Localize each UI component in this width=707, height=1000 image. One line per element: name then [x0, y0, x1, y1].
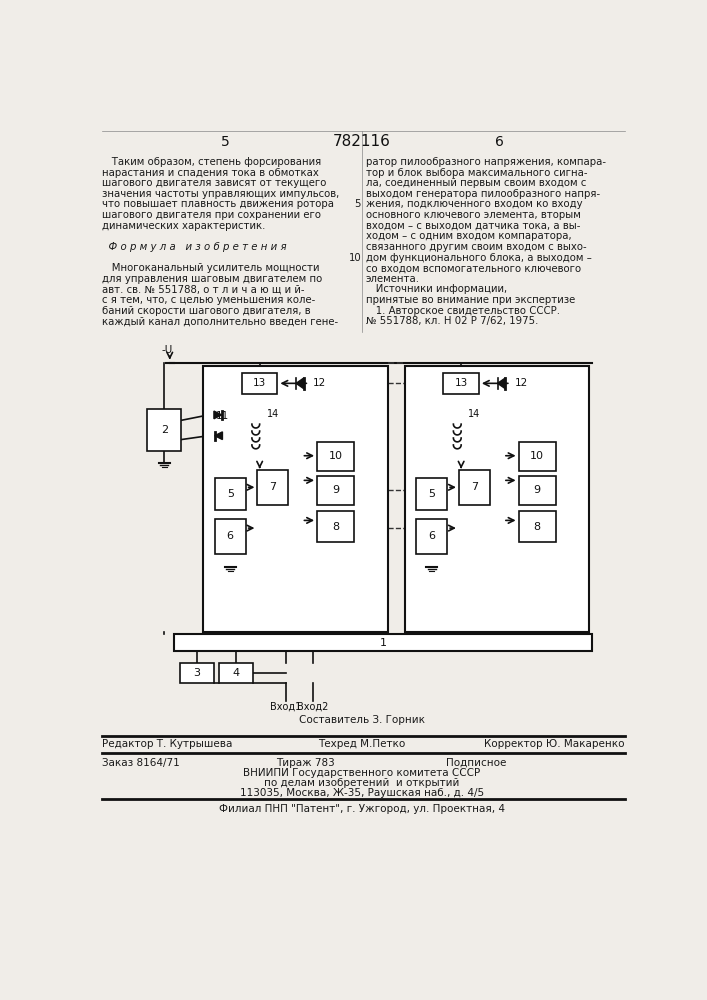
Bar [218, 663, 252, 683]
Text: Техред М.Петко: Техред М.Петко [318, 739, 406, 749]
Text: 10: 10 [329, 451, 343, 461]
Text: тор и блок выбора максимального сигна-: тор и блок выбора максимального сигна- [366, 168, 588, 178]
Bar [518, 511, 556, 542]
Text: 3: 3 [194, 668, 200, 678]
Polygon shape [214, 411, 222, 419]
Bar [416, 519, 448, 554]
Text: 11: 11 [216, 411, 229, 421]
Text: 6: 6 [495, 135, 503, 149]
Text: -U: -U [162, 345, 173, 355]
Text: нарастания и спадения тока в обмотках: нарастания и спадения тока в обмотках [103, 168, 319, 178]
Text: 1: 1 [380, 638, 386, 648]
Text: 113035, Москва, Ж-35, Раушская наб., д. 4/5: 113035, Москва, Ж-35, Раушская наб., д. … [240, 788, 484, 798]
Bar [443, 373, 479, 394]
Bar [215, 519, 246, 554]
Text: 5: 5 [355, 199, 361, 209]
Text: шагового двигателя зависят от текущего: шагового двигателя зависят от текущего [103, 178, 327, 188]
Bar [180, 663, 214, 683]
Text: ВНИИПИ Государственного комитета СССР: ВНИИПИ Государственного комитета СССР [243, 768, 481, 778]
Text: связанного другим своим входом с выхо-: связанного другим своим входом с выхо- [366, 242, 586, 252]
Text: Источники информации,: Источники информации, [366, 284, 507, 294]
Polygon shape [498, 378, 506, 389]
Text: 1. Авторское свидетельство СССР.: 1. Авторское свидетельство СССР. [366, 306, 560, 316]
Text: ратор пилообразного напряжения, компара-: ратор пилообразного напряжения, компара- [366, 157, 606, 167]
Bar [215, 478, 246, 510]
Text: 6: 6 [428, 531, 436, 541]
Text: основного ключевого элемента, вторым: основного ключевого элемента, вторым [366, 210, 580, 220]
Text: Многоканальный усилитель мощности: Многоканальный усилитель мощности [103, 263, 320, 273]
Text: 7: 7 [269, 482, 276, 492]
Bar [416, 478, 448, 510]
Text: Корректор Ю. Макаренко: Корректор Ю. Макаренко [484, 739, 625, 749]
Text: 12: 12 [515, 378, 528, 388]
Text: 9: 9 [332, 485, 339, 495]
Text: 782116: 782116 [333, 134, 391, 149]
Text: 5: 5 [227, 489, 234, 499]
Text: Заказ 8164/71: Заказ 8164/71 [103, 758, 180, 768]
Text: 5: 5 [428, 489, 436, 499]
Text: 7: 7 [471, 482, 478, 492]
Text: шагового двигателя при сохранении его: шагового двигателя при сохранении его [103, 210, 321, 220]
Polygon shape [296, 378, 304, 389]
Bar [317, 442, 354, 471]
Text: Филиал ПНП "Патент", г. Ужгород, ул. Проектная, 4: Филиал ПНП "Патент", г. Ужгород, ул. Про… [219, 804, 505, 814]
Bar [317, 476, 354, 505]
Bar [404, 366, 589, 632]
Text: 13: 13 [455, 378, 468, 388]
Text: авт. св. № 551788, о т л и ч а ю щ и й-: авт. св. № 551788, о т л и ч а ю щ и й- [103, 284, 305, 294]
Text: Тираж 783: Тираж 783 [276, 758, 334, 768]
Bar [174, 634, 592, 651]
Text: Редактор Т. Кутрышева: Редактор Т. Кутрышева [103, 739, 233, 749]
Bar [147, 409, 182, 451]
Text: 14: 14 [468, 409, 480, 419]
Text: баний скорости шагового двигателя, в: баний скорости шагового двигателя, в [103, 306, 311, 316]
Text: 8: 8 [534, 522, 541, 532]
Text: 12: 12 [313, 378, 327, 388]
Text: 10: 10 [349, 253, 361, 263]
Text: 2: 2 [160, 425, 168, 435]
Text: с я тем, что, с целью уменьшения коле-: с я тем, что, с целью уменьшения коле- [103, 295, 315, 305]
Text: 6: 6 [227, 531, 234, 541]
Text: 5: 5 [221, 135, 230, 149]
Text: для управления шаговым двигателем по: для управления шаговым двигателем по [103, 274, 322, 284]
Text: каждый канал дополнительно введен гене-: каждый канал дополнительно введен гене- [103, 316, 339, 326]
Text: по делам изобретений  и открытий: по делам изобретений и открытий [264, 778, 460, 788]
Text: 14: 14 [267, 409, 279, 419]
Text: 8: 8 [332, 522, 339, 532]
Text: 4: 4 [232, 668, 239, 678]
Text: ла, соединенный первым своим входом с: ла, соединенный первым своим входом с [366, 178, 586, 188]
Text: дом функционального блока, а выходом –: дом функционального блока, а выходом – [366, 253, 592, 263]
Text: элемента.: элемента. [366, 274, 420, 284]
Text: 13: 13 [253, 378, 267, 388]
Text: Таким образом, степень форсирования: Таким образом, степень форсирования [103, 157, 322, 167]
Text: принятые во внимание при экспертизе: принятые во внимание при экспертизе [366, 295, 575, 305]
Polygon shape [215, 432, 223, 440]
Text: Вход2: Вход2 [298, 702, 329, 712]
Text: 10: 10 [530, 451, 544, 461]
Text: что повышает плавность движения ротора: что повышает плавность движения ротора [103, 199, 334, 209]
Text: выходом генератора пилообразного напря-: выходом генератора пилообразного напря- [366, 189, 600, 199]
Text: динамических характеристик.: динамических характеристик. [103, 221, 266, 231]
Text: со входом вспомогательного ключевого: со входом вспомогательного ключевого [366, 263, 581, 273]
Text: Составитель З. Горник: Составитель З. Горник [299, 715, 425, 725]
Text: значения частоты управляющих импульсов,: значения частоты управляющих импульсов, [103, 189, 339, 199]
Text: Подписное: Подписное [445, 758, 506, 768]
Bar [317, 511, 354, 542]
Text: 9: 9 [534, 485, 541, 495]
Bar [242, 373, 277, 394]
Text: № 551788, кл. Н 02 Р 7/62, 1975.: № 551788, кл. Н 02 Р 7/62, 1975. [366, 316, 538, 326]
Text: Вход1: Вход1 [270, 702, 302, 712]
Bar [459, 470, 490, 505]
Bar [203, 366, 387, 632]
Text: входом – с выходом датчика тока, а вы-: входом – с выходом датчика тока, а вы- [366, 221, 580, 231]
Bar [518, 442, 556, 471]
Text: жения, подключенного входом ко входу: жения, подключенного входом ко входу [366, 199, 583, 209]
Text: Ф о р м у л а   и з о б р е т е н и я: Ф о р м у л а и з о б р е т е н и я [103, 242, 287, 252]
Bar [257, 470, 288, 505]
Text: ходом – с одним входом компаратора,: ходом – с одним входом компаратора, [366, 231, 571, 241]
Bar [518, 476, 556, 505]
